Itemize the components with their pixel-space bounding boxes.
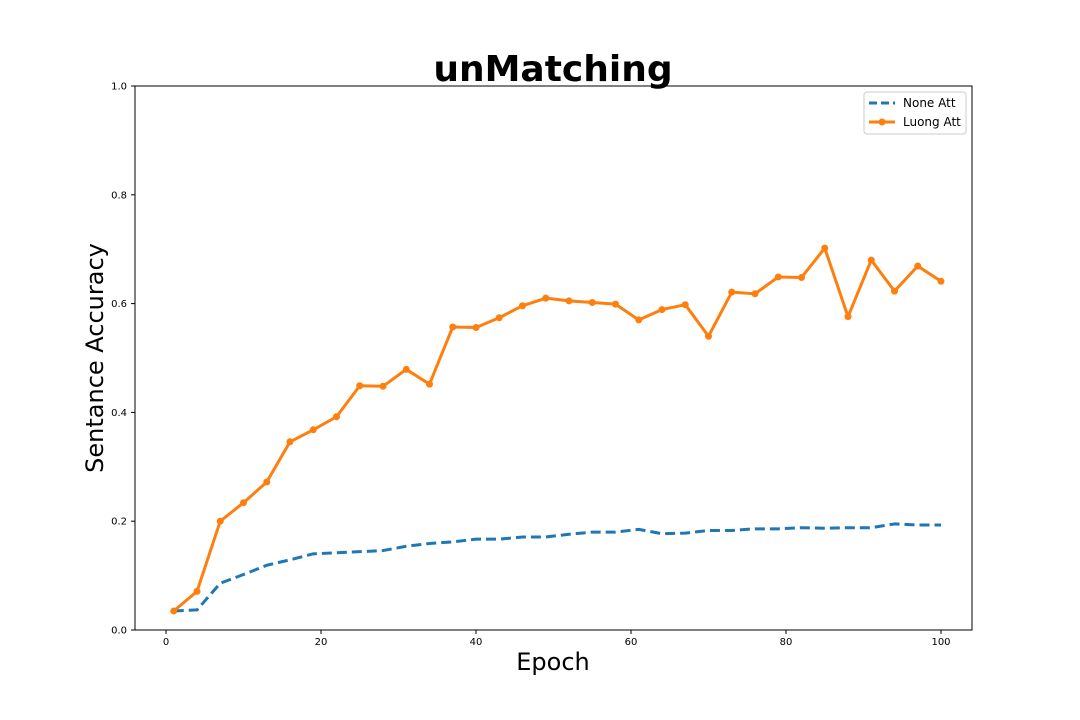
data-point-luong-att: [728, 288, 736, 296]
y-axis-label: Sentance Accuracy: [81, 243, 109, 473]
data-point-luong-att: [542, 294, 550, 302]
legend: None Att Luong Att: [863, 91, 967, 135]
data-point-luong-att: [449, 323, 457, 331]
data-point-luong-att: [356, 382, 364, 390]
plot-frame: [134, 85, 973, 631]
data-point-luong-att: [263, 478, 271, 486]
legend-label-none-att: None Att: [903, 96, 956, 110]
data-point-luong-att: [635, 316, 643, 324]
data-point-luong-att: [774, 273, 782, 281]
x-tick-label: 0: [163, 637, 169, 648]
series-line-luong-att: [172, 246, 942, 613]
y-tick-label: 0.6: [111, 299, 127, 310]
y-tick-label: 0.8: [111, 190, 127, 201]
y-tick-label: 0.2: [111, 517, 127, 528]
data-point-luong-att: [751, 290, 759, 298]
series-line-none-att: [173, 522, 941, 613]
data-point-luong-att: [379, 382, 387, 390]
data-point-luong-att: [588, 299, 596, 307]
legend-marker-luong-att: [878, 118, 886, 126]
data-point-luong-att: [681, 301, 689, 309]
data-point-luong-att: [798, 273, 805, 281]
data-point-luong-att: [216, 517, 224, 525]
x-tick-label: 80: [780, 637, 793, 648]
y-axis: 0.0 0.2 0.4 0.6 0.8 1.0: [111, 82, 135, 637]
data-point-luong-att: [867, 256, 875, 264]
legend-label-luong-att: Luong Att: [903, 115, 961, 129]
data-point-luong-att: [914, 262, 922, 270]
data-point-luong-att: [309, 426, 317, 434]
chart-title: unMatching: [433, 49, 672, 90]
data-point-luong-att: [705, 332, 712, 340]
data-point-luong-att: [193, 587, 201, 595]
data-point-luong-att: [333, 413, 340, 421]
data-point-luong-att: [240, 499, 247, 507]
x-axis-label: Epoch: [516, 648, 590, 676]
y-tick-label: 0.0: [111, 626, 127, 637]
data-point-luong-att: [286, 438, 294, 446]
y-tick-label: 0.4: [111, 408, 127, 419]
x-tick-label: 40: [470, 637, 483, 648]
y-tick-label: 1.0: [111, 82, 127, 93]
x-axis: 0 20 40 60 80 100: [163, 630, 951, 648]
data-point-luong-att: [612, 300, 619, 308]
plot-content: [170, 244, 945, 615]
data-point-luong-att: [891, 287, 898, 295]
data-point-luong-att: [402, 365, 410, 373]
data-point-luong-att: [937, 277, 945, 285]
data-point-luong-att: [565, 297, 573, 305]
data-point-luong-att: [495, 314, 503, 322]
data-point-luong-att: [426, 380, 433, 388]
data-point-luong-att: [472, 324, 480, 332]
x-tick-label: 100: [931, 637, 950, 648]
x-tick-label: 60: [625, 637, 638, 648]
data-point-luong-att: [170, 607, 178, 615]
data-point-luong-att: [821, 244, 829, 252]
data-point-luong-att: [519, 302, 526, 310]
data-point-luong-att: [844, 313, 852, 321]
data-point-luong-att: [658, 306, 666, 314]
x-tick-label: 20: [315, 637, 328, 648]
